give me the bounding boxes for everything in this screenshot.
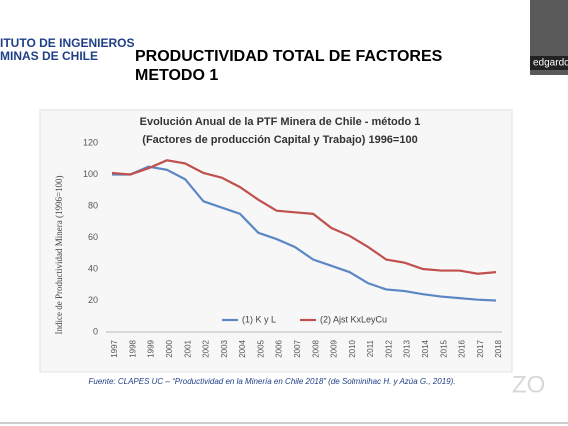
x-tick-label: 2010: [348, 339, 357, 357]
y-axis-label: Indice de Productividad Minera (1996=100…: [54, 175, 64, 334]
name-tag: [530, 56, 568, 70]
legend-label: (1) K y L: [242, 314, 276, 324]
source-note: Fuente: CLAPES UC – “Productividad en la…: [89, 377, 456, 386]
x-tick-label: 2002: [202, 339, 211, 357]
y-tick-label: 60: [88, 232, 98, 242]
watermark: ZO: [512, 371, 545, 398]
legend-label: (2) Ajst KxLeyCu: [320, 314, 387, 324]
logo-text: MINAS DE CHILE: [0, 49, 98, 63]
y-tick-label: 20: [88, 295, 98, 305]
chart-area: [39, 109, 513, 373]
slide-title: PRODUCTIVIDAD TOTAL DE FACTORES: [135, 48, 443, 65]
series-line: [112, 165, 497, 302]
x-tick-label: 2000: [165, 339, 174, 357]
x-tick-label: 2001: [183, 339, 192, 357]
x-tick-label: 2015: [439, 339, 448, 357]
x-tick-label: 2006: [275, 339, 284, 357]
x-tick-label: 2007: [293, 339, 302, 357]
x-tick-label: 2011: [366, 339, 375, 357]
x-tick-label: 2017: [476, 339, 485, 357]
x-tick-label: 2012: [384, 339, 393, 357]
y-tick-label: 120: [83, 137, 98, 147]
x-tick-label: 2009: [330, 339, 339, 357]
y-tick-label: 100: [83, 169, 98, 179]
x-tick-label: 2016: [458, 339, 467, 357]
x-tick-label: 1997: [110, 339, 119, 357]
participant-name: edgardo: [533, 58, 568, 69]
y-tick-label: 0: [93, 326, 98, 336]
chart-title: Evolución Anual de la PTF Minera de Chil…: [140, 116, 421, 128]
x-tick-label: 2013: [403, 339, 412, 357]
slide-title: METODO 1: [135, 67, 218, 84]
y-tick-label: 80: [88, 200, 98, 210]
x-tick-label: 1999: [147, 339, 156, 357]
x-tick-label: 1998: [128, 339, 137, 357]
series-line: [111, 159, 497, 275]
x-tick-label: 2003: [220, 339, 229, 357]
chart-subtitle: (Factores de producción Capital y Trabaj…: [142, 134, 417, 146]
x-tick-label: 2005: [256, 339, 265, 357]
y-tick-label: 40: [88, 263, 98, 273]
logo-text: ITUTO DE INGENIEROS: [0, 36, 134, 50]
x-tick-label: 2018: [494, 339, 503, 357]
x-tick-label: 2014: [421, 339, 430, 357]
x-tick-label: 2008: [311, 339, 320, 357]
x-tick-label: 2004: [238, 339, 247, 357]
